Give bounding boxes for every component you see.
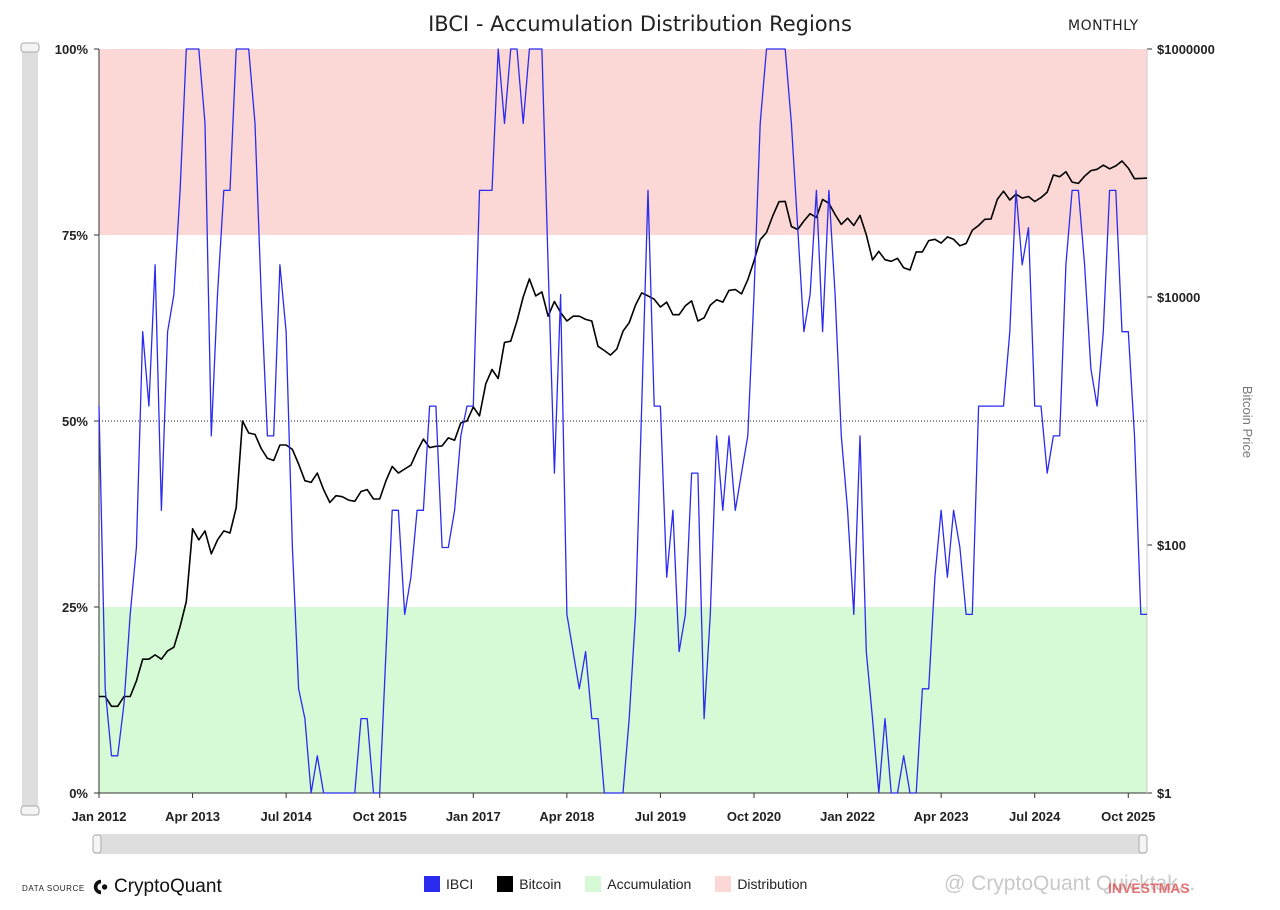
legend-label-bitcoin: Bitcoin xyxy=(519,876,562,892)
left-tick-label: 100% xyxy=(55,42,89,57)
vertical-scrollbar[interactable] xyxy=(20,42,40,816)
left-tick-label: 50% xyxy=(62,414,88,429)
horizontal-scrollbar-track[interactable] xyxy=(93,834,1147,854)
right-axis-ticks: $1 $100 $10000 $1000000 xyxy=(1147,42,1215,801)
left-tick-label: 75% xyxy=(62,228,88,243)
legend-item-accumulation[interactable]: Accumulation xyxy=(585,876,691,892)
x-tick-label: Jul 2019 xyxy=(635,809,686,824)
right-tick-label: $1 xyxy=(1157,786,1171,801)
left-axis-ticks: 0% 25% 50% 75% 100% xyxy=(55,42,99,801)
brand-logo[interactable]: CryptoQuant xyxy=(92,876,222,898)
legend-label-distribution: Distribution xyxy=(737,876,808,892)
data-source-label: DATA SOURCE xyxy=(22,884,85,893)
period-label[interactable]: MONTHLY xyxy=(1068,18,1139,34)
horizontal-scrollbar-handle-left[interactable] xyxy=(92,834,102,854)
x-tick-label: Apr 2013 xyxy=(165,809,220,824)
x-tick-label: Jul 2024 xyxy=(1009,809,1061,824)
right-tick-label: $10000 xyxy=(1157,290,1200,305)
chart-title: IBCI - Accumulation Distribution Regions xyxy=(428,12,852,36)
vertical-scrollbar-handle-bottom[interactable] xyxy=(20,805,40,816)
brand-name: CryptoQuant xyxy=(114,876,222,897)
x-axis-ticks: Jan 2012 Apr 2013 Jul 2014 Oct 2015 Jan 2017… xyxy=(72,793,1155,824)
x-tick-label: Jan 2012 xyxy=(72,809,127,824)
x-tick-label: Oct 2020 xyxy=(727,809,781,824)
distribution-region xyxy=(99,49,1147,235)
chart-area: 0% 25% 50% 75% 100% $1 $100 $10000 $1000000 Jan… xyxy=(20,42,1255,854)
horizontal-scrollbar-handle-right[interactable] xyxy=(1138,834,1148,854)
horizontal-scrollbar[interactable] xyxy=(92,834,1148,854)
legend-item-distribution[interactable]: Distribution xyxy=(715,876,807,892)
cryptoquant-logo-icon xyxy=(93,879,108,895)
legend-label-accumulation: Accumulation xyxy=(607,876,692,892)
watermark-secondary: INVESTMAS xyxy=(1108,880,1190,896)
x-tick-label: Oct 2025 xyxy=(1101,809,1155,824)
legend-swatch-bitcoin xyxy=(497,876,514,892)
x-tick-label: Apr 2023 xyxy=(914,809,969,824)
left-tick-label: 25% xyxy=(62,600,88,615)
series-line-ibci xyxy=(98,48,1147,794)
right-tick-label: $100 xyxy=(1157,538,1186,553)
footer: DATA SOURCE CryptoQuant IBCI Bitcoin Acc… xyxy=(0,870,1280,906)
legend-item-bitcoin[interactable]: Bitcoin xyxy=(497,876,561,892)
legend: IBCI Bitcoin Accumulation Distribution xyxy=(424,876,807,892)
x-tick-label: Jan 2017 xyxy=(446,809,501,824)
x-tick-label: Oct 2015 xyxy=(353,809,407,824)
legend-swatch-ibci xyxy=(424,876,440,892)
x-tick-label: Apr 2018 xyxy=(539,809,594,824)
right-tick-label: $1000000 xyxy=(1157,42,1215,57)
vertical-scrollbar-handle-top[interactable] xyxy=(20,42,40,53)
series-line-bitcoin xyxy=(99,160,1148,708)
x-tick-label: Jan 2022 xyxy=(820,809,875,824)
legend-swatch-distribution xyxy=(715,876,732,892)
left-tick-label: 0% xyxy=(69,786,88,801)
watermark-text: @ CryptoQuant Quicktak... xyxy=(944,872,1196,895)
x-tick-label: Jul 2014 xyxy=(260,809,312,824)
accumulation-region xyxy=(99,607,1147,793)
vertical-scrollbar-track[interactable] xyxy=(22,44,38,814)
legend-label-ibci: IBCI xyxy=(446,876,474,892)
right-axis-title: Bitcoin Price xyxy=(1240,386,1255,458)
legend-swatch-accumulation xyxy=(585,876,602,892)
legend-item-ibci[interactable]: IBCI xyxy=(424,876,473,892)
